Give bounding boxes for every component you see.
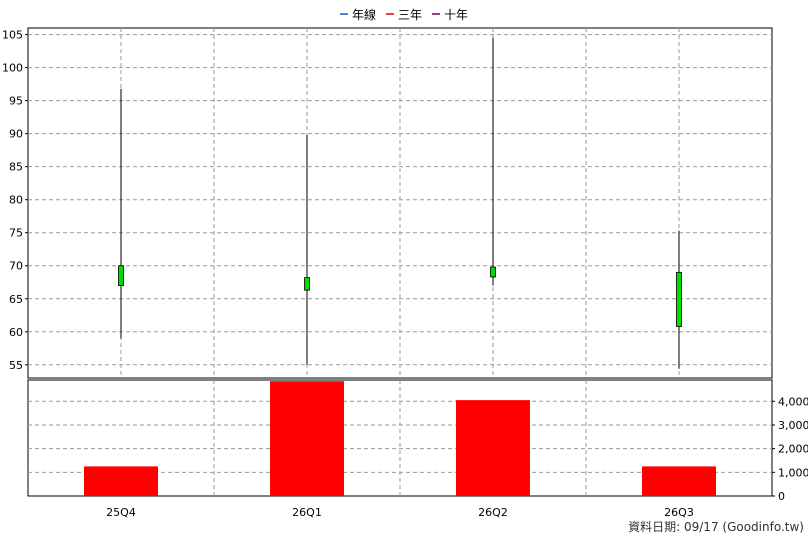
x-tick-label: 26Q3 <box>664 506 694 519</box>
candle-body <box>676 271 682 327</box>
x-axis: 25Q4 26Q1 26Q2 26Q3 <box>106 506 694 519</box>
price-axis: 55 60 65 70 75 80 85 90 95 100 105 <box>2 29 28 372</box>
price-tick-label: 80 <box>9 194 23 207</box>
candle-body <box>304 277 310 291</box>
candle-body <box>118 265 124 286</box>
price-tick-label: 100 <box>2 62 23 75</box>
price-tick-label: 60 <box>9 326 23 339</box>
x-tick-label: 26Q1 <box>292 506 322 519</box>
volume-bar <box>270 381 344 496</box>
price-tick-label: 85 <box>9 161 23 174</box>
price-grid <box>27 27 773 379</box>
volume-tick-label: 1,000 <box>778 466 808 479</box>
price-tick-label: 90 <box>9 128 23 141</box>
x-tick-label: 26Q2 <box>478 506 508 519</box>
price-tick-label: 75 <box>9 227 23 240</box>
price-tick-label: 70 <box>9 260 23 273</box>
volume-bars <box>84 381 716 496</box>
legend-item-label: 三年 <box>398 8 422 22</box>
price-tick-label: 55 <box>9 359 23 372</box>
volume-bar <box>456 400 530 496</box>
footer-source-text: 資料日期: 09/17 (Goodinfo.tw) <box>628 520 804 534</box>
price-tick-label: 105 <box>2 29 23 42</box>
volume-bar <box>642 466 716 496</box>
price-tick-label: 65 <box>9 293 23 306</box>
volume-tick-label: 2,000 <box>778 443 808 456</box>
legend-item-label: 十年 <box>444 8 468 22</box>
candles <box>118 37 682 369</box>
volume-tick-label: 0 <box>778 490 785 503</box>
x-tick-label: 25Q4 <box>106 506 136 519</box>
candle-body <box>490 266 496 278</box>
volume-tick-label: 4,000 <box>778 395 808 408</box>
volume-tick-label: 3,000 <box>778 419 808 432</box>
volume-bar <box>84 466 158 496</box>
price-tick-label: 95 <box>9 95 23 108</box>
volume-axis: 0 1,000 2,000 3,000 4,000 <box>772 395 808 503</box>
legend: 年線 三年 十年 <box>340 7 468 22</box>
legend-item-label: 年線 <box>352 7 376 22</box>
